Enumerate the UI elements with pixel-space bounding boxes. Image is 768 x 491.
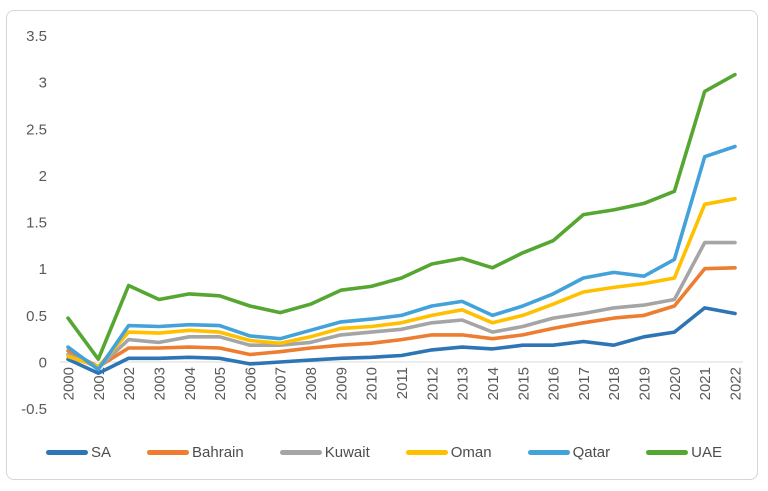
legend-item-qatar: Qatar xyxy=(527,443,611,461)
x-axis-tick-label: 2005 xyxy=(212,367,229,400)
qatar-line xyxy=(66,144,737,372)
x-axis-tick-label: 2016 xyxy=(546,367,563,400)
x-axis-tick-label: 2000 xyxy=(61,367,78,400)
x-axis-tick-label: 2018 xyxy=(606,367,623,400)
x-axis-tick-label: 2012 xyxy=(424,367,441,400)
legend-item-kuwait: Kuwait xyxy=(279,443,370,461)
x-axis-tick-label: 2006 xyxy=(242,367,259,400)
x-axis-tick-label: 2017 xyxy=(576,367,593,400)
oman-line xyxy=(66,196,737,369)
legend-label-oman: Oman xyxy=(450,443,492,461)
x-axis-tick-label: 2015 xyxy=(515,367,532,400)
x-axis-tick-label: 2014 xyxy=(485,367,502,400)
y-axis-tick-label: 0 xyxy=(39,355,47,372)
y-axis-tick-label: 3 xyxy=(39,75,47,92)
x-axis-tick-label: 2002 xyxy=(121,367,138,400)
bahrain-line-swatch-icon xyxy=(147,449,190,455)
legend-item-sa: SA xyxy=(46,445,111,460)
legend-item-uae: UAE xyxy=(646,445,722,460)
x-axis-tick-label: 2011 xyxy=(394,367,411,399)
legend-label-uae: UAE xyxy=(691,443,722,461)
legend-label-sa: SA xyxy=(91,443,112,461)
sa-line xyxy=(66,306,737,376)
y-axis-tick-label: 2 xyxy=(39,168,47,185)
y-axis-tick-label: 1 xyxy=(39,261,47,278)
y-axis-tick-label: 2.5 xyxy=(26,121,47,138)
y-axis-tick-label: 1.5 xyxy=(26,215,47,232)
uae-line-swatch-icon xyxy=(646,449,689,455)
sa-line-swatch-icon xyxy=(46,449,89,455)
x-axis-tick-label: 2021 xyxy=(697,367,714,400)
y-axis-tick-label: 0.5 xyxy=(26,308,47,325)
y-axis-tick-label: 3.5 xyxy=(26,28,47,45)
x-axis-tick-label: 2010 xyxy=(364,367,381,400)
chart-frame xyxy=(6,10,758,480)
legend-label-bahrain: Bahrain xyxy=(192,443,244,461)
x-axis-tick-label: 2020 xyxy=(667,367,684,400)
legend-label-kuwait: Kuwait xyxy=(324,443,370,461)
bahrain-line xyxy=(66,265,737,369)
kuwait-line xyxy=(66,240,737,370)
qatar-line-swatch-icon xyxy=(527,449,570,455)
legend-item-oman: Oman xyxy=(405,443,492,461)
x-axis-tick-label: 2007 xyxy=(273,367,290,400)
x-axis-tick-label: 2013 xyxy=(455,367,472,400)
chart-legend: SA Bahrain Kuwait Oman Qatar UAE xyxy=(10,440,758,464)
kuwait-line-swatch-icon xyxy=(279,449,322,455)
uae-line xyxy=(66,72,737,362)
x-axis-tick-label: 2008 xyxy=(303,367,320,400)
oman-line-swatch-icon xyxy=(405,449,448,455)
x-axis-tick-label: 2003 xyxy=(151,367,168,400)
legend-label-qatar: Qatar xyxy=(572,443,611,461)
x-axis-tick-label: 2022 xyxy=(727,367,744,400)
x-axis-tick-label: 2019 xyxy=(637,367,654,400)
legend-item-bahrain: Bahrain xyxy=(147,445,244,460)
x-axis-tick-label: 2001 xyxy=(91,367,108,400)
x-axis-tick-label: 2009 xyxy=(333,367,350,400)
x-axis-tick-label: 2004 xyxy=(182,367,199,400)
y-axis-tick-label: -0.5 xyxy=(21,401,47,418)
